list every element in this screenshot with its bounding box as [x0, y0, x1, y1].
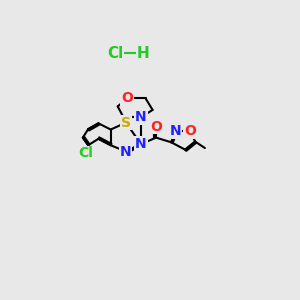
Text: N: N: [135, 110, 147, 124]
Text: O: O: [121, 92, 133, 105]
Text: O: O: [184, 124, 196, 138]
Text: N: N: [170, 124, 182, 138]
Text: H: H: [137, 46, 150, 61]
Text: Cl: Cl: [78, 146, 93, 160]
Text: S: S: [121, 116, 131, 130]
Text: Cl: Cl: [107, 46, 124, 61]
Text: O: O: [150, 120, 162, 134]
Text: N: N: [135, 137, 147, 151]
Text: N: N: [120, 145, 132, 158]
